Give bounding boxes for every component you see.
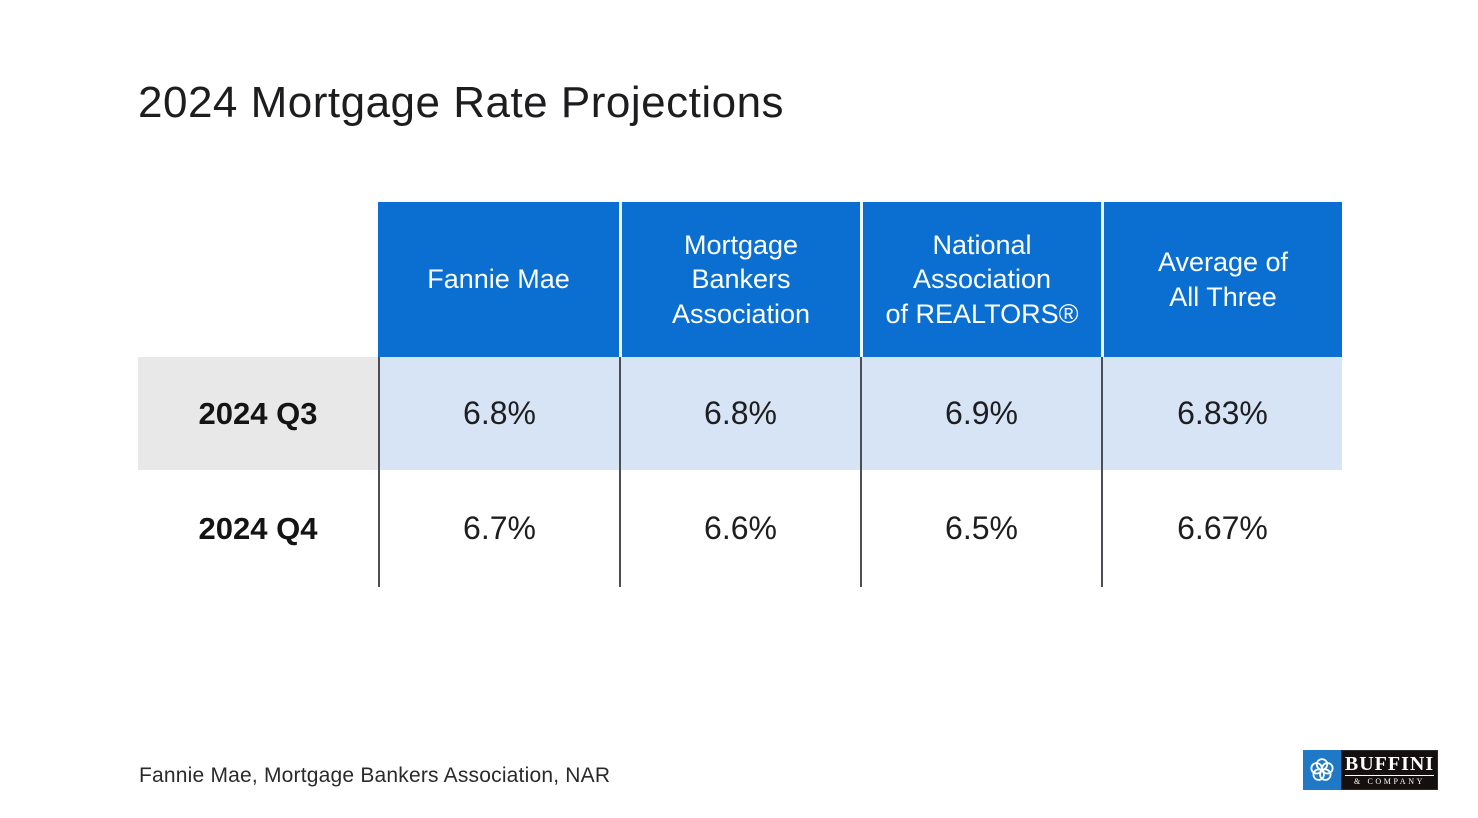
page-title: 2024 Mortgage Rate Projections — [138, 78, 785, 127]
column-header-average: Average of All Three — [1101, 202, 1342, 357]
logo-name-text: BUFFINI — [1344, 753, 1435, 776]
row-label-2024-q3: 2024 Q3 — [138, 357, 378, 470]
source-note: Fannie Mae, Mortgage Bankers Association… — [139, 764, 611, 787]
value-q4-fannie-mae: 6.7% — [378, 470, 619, 587]
row-label-2024-q4: 2024 Q4 — [198, 510, 318, 546]
buffini-wordmark: BUFFINI & COMPANY — [1341, 750, 1438, 790]
value-q4-nar: 6.5% — [860, 470, 1101, 587]
value-q3-average: 6.83% — [1101, 357, 1342, 470]
logo-tagline-text: & COMPANY — [1354, 777, 1425, 786]
column-header-mba: Mortgage Bankers Association — [619, 202, 860, 357]
value-q3-fannie-mae: 6.8% — [378, 357, 619, 470]
buffini-company-logo: BUFFINI & COMPANY — [1303, 750, 1438, 790]
mortgage-rate-table: Fannie Mae Mortgage Bankers Association … — [138, 202, 1342, 587]
value-q4-mba: 6.6% — [619, 470, 860, 587]
table-corner-cell — [138, 202, 378, 357]
value-q3-nar: 6.9% — [860, 357, 1101, 470]
value-q3-mba: 6.8% — [619, 357, 860, 470]
column-header-fannie-mae: Fannie Mae — [378, 202, 619, 357]
value-q4-average: 6.67% — [1101, 470, 1342, 587]
buffini-flower-icon — [1303, 750, 1341, 790]
column-header-nar: National Association of REALTORS® — [860, 202, 1101, 357]
